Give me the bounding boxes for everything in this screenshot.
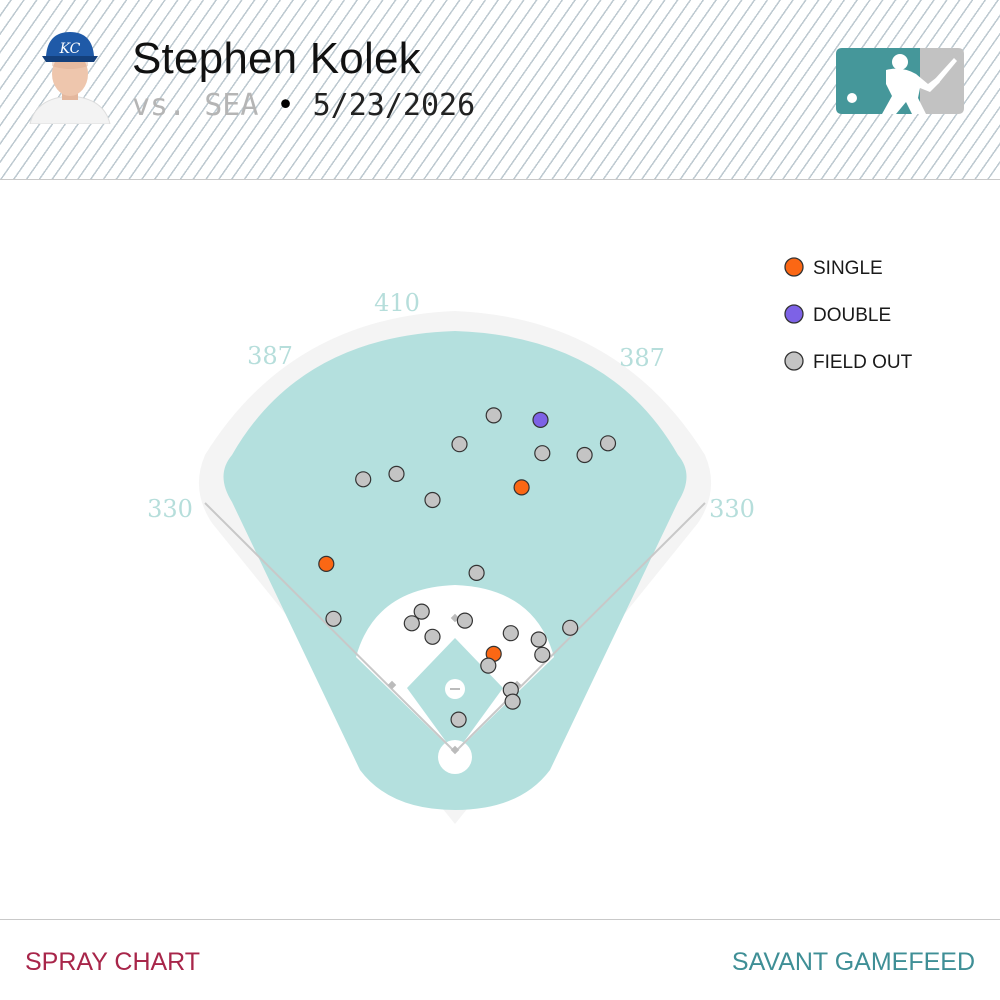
batted-ball-field-out[interactable]	[451, 436, 468, 453]
distance-left-line: 330	[147, 495, 193, 523]
batted-ball-field-out[interactable]	[424, 628, 441, 645]
team-logo-text: KC	[59, 41, 81, 57]
batted-ball-field-out[interactable]	[468, 564, 485, 582]
opponent: vs. SEA	[132, 88, 259, 123]
game-date: 5/23/2026	[312, 88, 476, 123]
home-plate-circle	[438, 740, 472, 774]
distance-right-line: 330	[709, 495, 755, 523]
player-name: Stephen Kolek	[132, 34, 421, 83]
batted-ball-field-out[interactable]	[599, 435, 617, 452]
spray-chart: 330 387 410 387 330 SINGLE DOUBLE FIELD …	[147, 257, 913, 824]
mlb-logo-icon	[836, 48, 964, 114]
home-plate	[450, 745, 460, 755]
player-avatar: KC	[29, 32, 111, 124]
left-foul-line	[204, 502, 456, 753]
spray-chart-label: SPRAY CHART	[25, 948, 201, 976]
pitching-rubber	[450, 688, 460, 690]
ballpark-field	[198, 311, 712, 824]
batted-ball-double[interactable]	[532, 411, 549, 428]
distance-left-center: 387	[247, 342, 293, 370]
batted-ball-field-out[interactable]	[424, 491, 441, 509]
batted-ball-field-out[interactable]	[388, 465, 405, 482]
batted-balls	[318, 407, 617, 728]
outfield-grass	[223, 331, 687, 810]
separator: •	[258, 88, 313, 123]
legend-label-field-out: FIELD OUT	[813, 352, 913, 373]
batted-ball-field-out[interactable]	[562, 619, 579, 636]
right-foul-line	[454, 502, 706, 753]
distance-right-center: 387	[619, 344, 665, 372]
batted-ball-field-out[interactable]	[456, 612, 473, 629]
third-base	[387, 680, 397, 690]
batted-ball-field-out[interactable]	[450, 711, 467, 728]
footer: SPRAY CHART SAVANT GAMEFEED	[0, 919, 1000, 1000]
batted-ball-field-out[interactable]	[502, 625, 519, 642]
legend-label-double: DOUBLE	[813, 305, 891, 326]
batted-ball-field-out[interactable]	[534, 646, 551, 663]
legend-swatch-double	[784, 304, 804, 324]
batted-ball-field-out[interactable]	[504, 693, 521, 710]
batted-ball-field-out[interactable]	[413, 603, 430, 620]
header: KC Stephen Kolek vs. SEA • 5/23/2026	[0, 0, 1000, 180]
batted-ball-field-out[interactable]	[325, 610, 342, 627]
batted-ball-field-out[interactable]	[480, 657, 497, 674]
distance-center: 410	[374, 289, 420, 317]
batted-ball-field-out[interactable]	[576, 446, 593, 464]
legend-swatch-single	[784, 257, 804, 277]
batted-ball-field-out[interactable]	[530, 631, 547, 648]
savant-gamefeed-link[interactable]: SAVANT GAMEFEED	[731, 948, 975, 976]
batted-ball-field-out[interactable]	[355, 471, 372, 488]
legend: SINGLE DOUBLE FIELD OUT	[784, 257, 913, 373]
batted-ball-single[interactable]	[318, 555, 335, 573]
batted-ball-single[interactable]	[513, 479, 530, 496]
batted-ball-field-out[interactable]	[485, 407, 502, 424]
batted-ball-field-out[interactable]	[403, 615, 420, 632]
game-subtitle: vs. SEA • 5/23/2026	[132, 88, 475, 123]
legend-label-single: SINGLE	[813, 258, 883, 279]
legend-swatch-field-out	[784, 351, 804, 371]
batted-ball-field-out[interactable]	[534, 445, 551, 462]
